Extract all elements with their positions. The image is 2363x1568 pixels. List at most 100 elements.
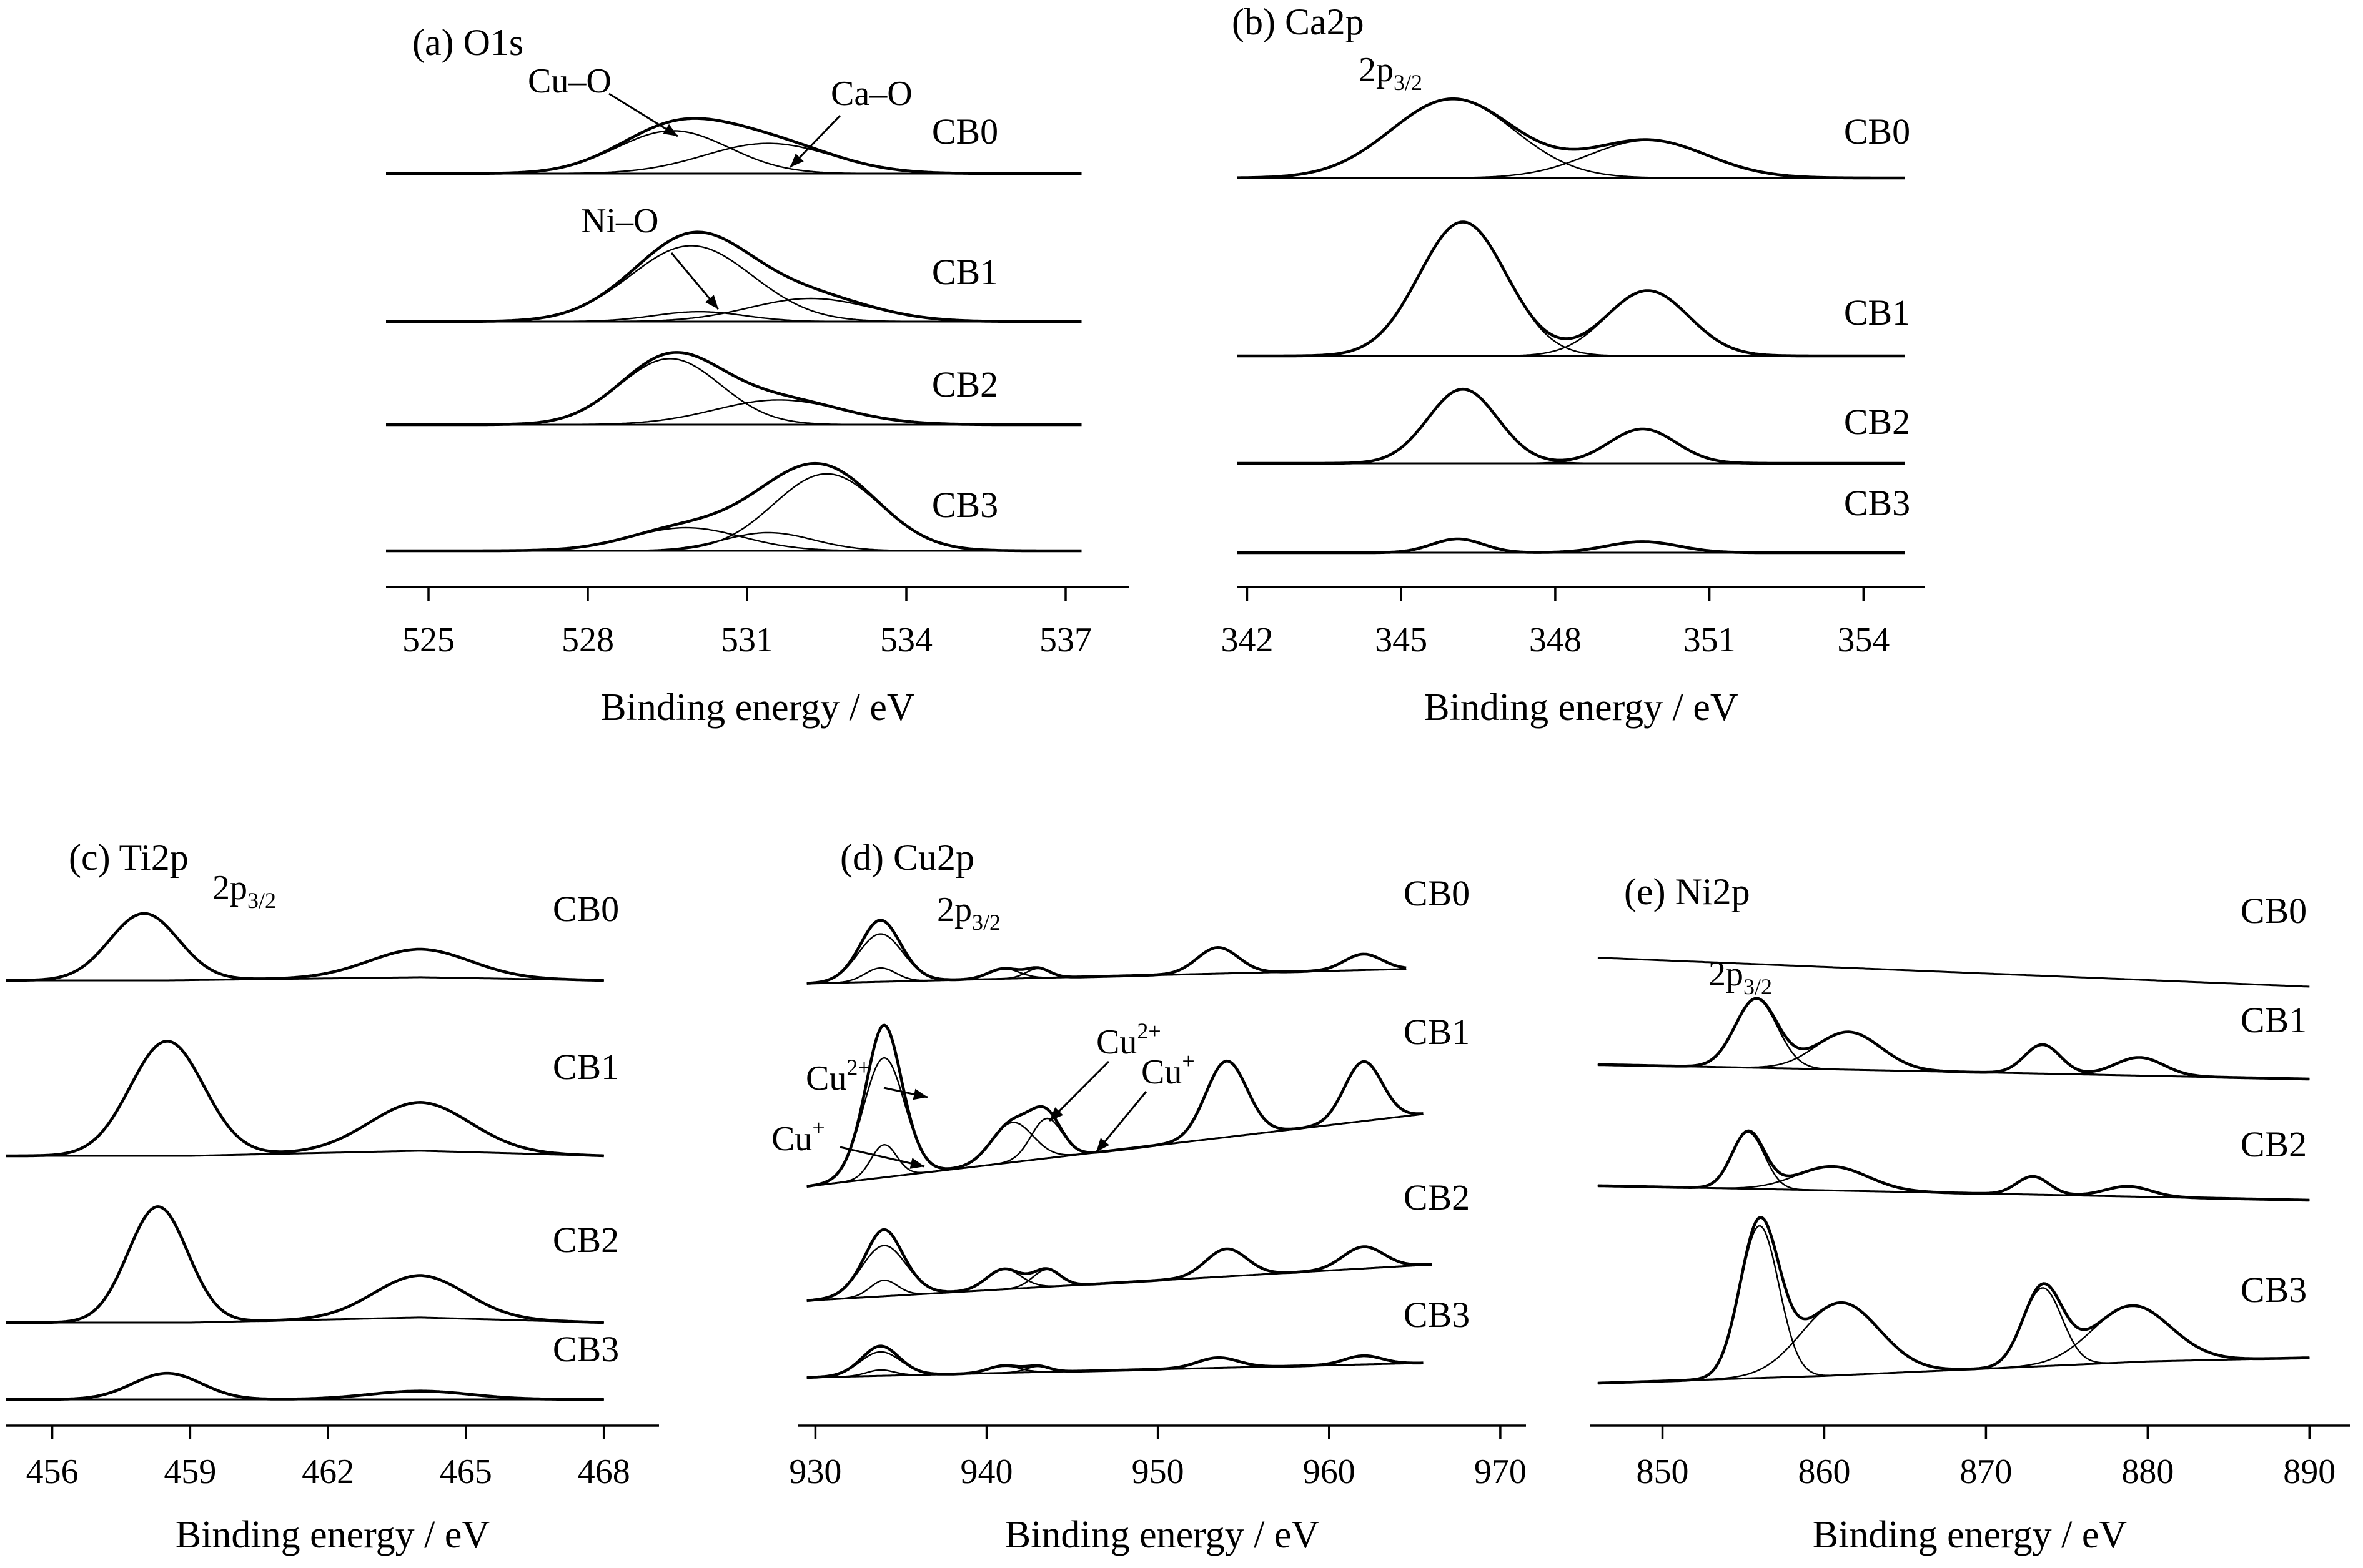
fit-component bbox=[386, 297, 1082, 323]
fit-component bbox=[6, 1102, 604, 1157]
fit-envelope bbox=[806, 1344, 1424, 1379]
arrow-head bbox=[1049, 1107, 1063, 1121]
panel-ni2p: 850 860 870 880 890 Binding energy / eV (e) Ni… bbox=[1590, 871, 2350, 1556]
fit-envelope bbox=[1237, 537, 1905, 555]
x-tick-label: 880 bbox=[2121, 1452, 2174, 1491]
series-cb0: CB0 bbox=[1237, 97, 1910, 180]
fit-component bbox=[806, 953, 1407, 985]
series-cb0: CB0 bbox=[806, 873, 1470, 985]
series-cb1: CB1 bbox=[6, 1040, 619, 1158]
arrow-head bbox=[1096, 1138, 1109, 1152]
x-tick-label: 930 bbox=[789, 1452, 841, 1491]
x-tick-label: 534 bbox=[880, 621, 933, 659]
annotation-cuplus-right: Cu+ bbox=[1141, 1048, 1195, 1092]
x-tick-label: 890 bbox=[2283, 1452, 2336, 1491]
peak-label: 2p3/2 bbox=[1359, 51, 1422, 95]
fit-envelope bbox=[806, 919, 1407, 985]
fit-component bbox=[1237, 221, 1905, 357]
x-tick-label: 950 bbox=[1132, 1452, 1184, 1491]
fit-component bbox=[1237, 388, 1905, 465]
x-tick-label: 537 bbox=[1039, 621, 1092, 659]
x-axis-label: Binding energy / eV bbox=[176, 1514, 490, 1556]
series-label: CB3 bbox=[553, 1329, 619, 1369]
series-label: CB0 bbox=[2241, 890, 2307, 931]
x-tick-label: 465 bbox=[440, 1452, 492, 1491]
fit-component bbox=[1597, 1166, 2310, 1201]
x-tick-label: 525 bbox=[402, 621, 455, 659]
x-axis-label: Binding energy / eV bbox=[600, 686, 915, 729]
annotation-cu2plus-right: Cu2+ bbox=[1096, 1018, 1161, 1062]
series-label: CB1 bbox=[1404, 1012, 1470, 1052]
background-line bbox=[1597, 957, 2310, 988]
fit-envelope bbox=[6, 1371, 604, 1401]
x-axis-label: Binding energy / eV bbox=[1813, 1514, 2128, 1556]
fit-envelope bbox=[386, 117, 1082, 175]
fit-envelope bbox=[6, 912, 604, 982]
fit-envelope bbox=[806, 1023, 1424, 1188]
peak-label: 2p3/2 bbox=[212, 869, 276, 913]
series-cb0: CB0 bbox=[1597, 890, 2310, 988]
series-label: CB0 bbox=[1404, 873, 1470, 914]
fit-component bbox=[806, 947, 1407, 985]
annotation-arrow bbox=[1048, 1060, 1110, 1122]
fit-envelope bbox=[386, 230, 1082, 323]
fit-component bbox=[806, 1246, 1432, 1302]
x-tick-label: 354 bbox=[1837, 621, 1890, 659]
x-tick-label: 960 bbox=[1303, 1452, 1355, 1491]
fit-component bbox=[1237, 98, 1905, 179]
series-cb2: CB2 bbox=[6, 1205, 619, 1324]
peak-label: 2p3/2 bbox=[1708, 955, 1772, 999]
x-tick-label: 351 bbox=[1683, 621, 1736, 659]
fit-component bbox=[1597, 1304, 2310, 1384]
series-cb3: CB3 bbox=[6, 1329, 619, 1401]
series-cb3: CB3 bbox=[386, 461, 1082, 553]
panel-title: (d) Cu2p bbox=[840, 837, 974, 878]
arrow-head bbox=[705, 295, 718, 309]
series-label: CB2 bbox=[553, 1220, 619, 1260]
panel-cu2p: 930 940 950 960 970 Binding energy / eV (d) Cu… bbox=[789, 837, 1526, 1556]
series-label: CB0 bbox=[1844, 111, 1910, 152]
series-cb2: CB2 bbox=[806, 1177, 1470, 1303]
fit-envelope bbox=[1237, 97, 1905, 180]
series-cb1: CB1 bbox=[1237, 220, 1910, 358]
x-tick-label: 970 bbox=[1474, 1452, 1527, 1491]
x-tick-label: 342 bbox=[1221, 621, 1273, 659]
series-label: CB0 bbox=[932, 111, 998, 152]
panel-ti2p: 456 459 462 465 468 Binding energy / eV (c) Ti… bbox=[6, 837, 659, 1556]
series-label: CB3 bbox=[2241, 1270, 2307, 1310]
annotation-cu2plus-left: Cu2+ bbox=[806, 1055, 871, 1098]
fit-envelope bbox=[6, 1040, 604, 1158]
annotation-ni-o: Ni–O bbox=[581, 202, 658, 240]
fit-component bbox=[806, 1245, 1432, 1301]
x-tick-label: 850 bbox=[1637, 1452, 1689, 1491]
fit-component bbox=[6, 912, 604, 982]
fit-component bbox=[6, 1206, 604, 1324]
x-tick-label: 528 bbox=[562, 621, 614, 659]
annotation-ca-o: Ca–O bbox=[831, 74, 913, 113]
panel-ca2p: 342 345 348 351 354 Binding energy / eV (b) Ca… bbox=[1221, 1, 1925, 729]
fit-envelope bbox=[1597, 1215, 2310, 1385]
series-cb2: CB2 bbox=[386, 351, 1082, 427]
fit-envelope bbox=[386, 461, 1082, 553]
fit-component bbox=[1597, 1132, 2310, 1201]
x-tick-label: 468 bbox=[578, 1452, 630, 1491]
series-cb0: CB0 bbox=[6, 889, 619, 982]
series-label: CB3 bbox=[1404, 1294, 1470, 1335]
series-cb1: CB1 bbox=[806, 1012, 1470, 1188]
x-tick-label: 459 bbox=[164, 1452, 216, 1491]
x-tick-label: 348 bbox=[1529, 621, 1582, 659]
fit-envelope bbox=[1237, 387, 1905, 465]
x-tick-label: 860 bbox=[1798, 1452, 1850, 1491]
series-label: CB3 bbox=[932, 485, 998, 525]
series-label: CB2 bbox=[932, 364, 998, 405]
annotation-arrow bbox=[840, 1146, 925, 1168]
fit-envelope bbox=[386, 351, 1082, 427]
x-tick-label: 531 bbox=[721, 621, 773, 659]
series-label: CB1 bbox=[553, 1047, 619, 1087]
x-tick-label: 870 bbox=[1959, 1452, 2012, 1491]
series-label: CB3 bbox=[1844, 483, 1910, 523]
panel-title: (e) Ni2p bbox=[1624, 871, 1750, 912]
series-cb2: CB2 bbox=[1597, 1124, 2310, 1202]
